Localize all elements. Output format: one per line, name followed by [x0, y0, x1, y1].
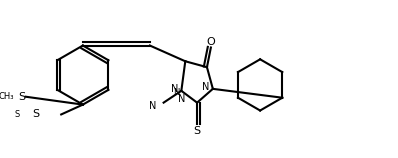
Text: N: N	[171, 84, 178, 94]
Text: S: S	[193, 126, 201, 136]
Text: N: N	[202, 82, 209, 92]
Text: S: S	[32, 109, 39, 119]
Text: N: N	[174, 88, 180, 97]
Text: S: S	[18, 92, 25, 102]
Text: CH₃: CH₃	[0, 92, 14, 101]
Text: O: O	[207, 37, 215, 47]
Text: N: N	[178, 94, 185, 104]
Text: S: S	[15, 110, 20, 119]
Text: N: N	[149, 101, 157, 111]
